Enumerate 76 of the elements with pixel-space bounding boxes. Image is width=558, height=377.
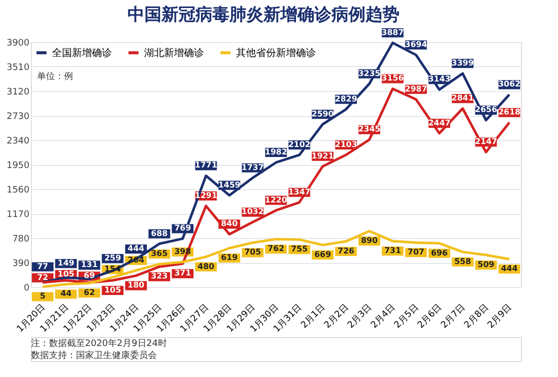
data-label: 3143 bbox=[428, 74, 450, 84]
data-label: 2103 bbox=[334, 140, 358, 149]
data-label: 3694 bbox=[404, 40, 428, 49]
data-label: 5 bbox=[40, 292, 46, 301]
data-label: 2987 bbox=[404, 84, 428, 94]
data-label: 2829 bbox=[334, 94, 358, 104]
y-tick-label: 2730 bbox=[6, 112, 30, 122]
chart-title: 中国新冠病毒肺炎新增确诊病例趋势 bbox=[128, 4, 400, 25]
data-label: 44 bbox=[60, 289, 72, 298]
data-label: 840 bbox=[220, 219, 238, 228]
data-label: 1220 bbox=[264, 195, 288, 204]
data-label: 762 bbox=[268, 244, 284, 254]
text: 注：数据截至2020年2月9日24时 bbox=[31, 338, 167, 349]
data-label: 444 bbox=[500, 264, 518, 274]
data-label: 105 bbox=[58, 270, 75, 279]
data-label: 688 bbox=[150, 228, 168, 238]
data-label: 890 bbox=[360, 236, 378, 246]
data-label: 180 bbox=[128, 280, 145, 290]
y-tick-label: 3900 bbox=[6, 38, 30, 48]
data-label: 72 bbox=[37, 272, 48, 282]
y-tick-label: 1560 bbox=[6, 186, 30, 196]
y-tick-label: 2340 bbox=[6, 136, 30, 146]
data-label: 2447 bbox=[428, 118, 450, 128]
data-label: 323 bbox=[150, 272, 168, 281]
data-label: 509 bbox=[478, 260, 495, 270]
data-label: 726 bbox=[338, 246, 355, 256]
y-tick-label: 390 bbox=[12, 259, 30, 269]
data-label: 105 bbox=[104, 285, 122, 294]
data-label: 3062 bbox=[498, 80, 520, 89]
data-label: 731 bbox=[384, 246, 402, 256]
data-label: 3235 bbox=[358, 68, 381, 78]
data-label: 1459 bbox=[218, 180, 241, 190]
data-label: 77 bbox=[37, 262, 48, 271]
y-tick-label: 0 bbox=[24, 284, 30, 294]
data-label: 3887 bbox=[382, 28, 404, 37]
data-label: 1982 bbox=[264, 147, 288, 156]
data-label: 1737 bbox=[242, 162, 264, 172]
data-label: 131 bbox=[80, 260, 98, 270]
data-label: 371 bbox=[174, 268, 192, 278]
y-tick-label: 780 bbox=[12, 234, 30, 244]
data-label: 696 bbox=[430, 248, 448, 258]
data-label: 1771 bbox=[194, 160, 218, 170]
legend-label: 其他省份新增确诊 bbox=[236, 46, 316, 59]
data-label: 1032 bbox=[242, 207, 264, 216]
text: 数据支持：国家卫生健康委员会 bbox=[31, 350, 157, 361]
data-label: 705 bbox=[244, 248, 262, 257]
data-label: 2102 bbox=[288, 140, 310, 149]
data-label: 2618 bbox=[498, 108, 521, 117]
data-label: 3156 bbox=[382, 74, 404, 83]
data-label: 2590 bbox=[312, 109, 334, 118]
data-label: 480 bbox=[198, 262, 215, 271]
data-label: 62 bbox=[84, 288, 95, 298]
data-label: 707 bbox=[408, 248, 424, 257]
y-tick-label: 3120 bbox=[6, 88, 30, 98]
data-label: 769 bbox=[174, 224, 192, 233]
data-label: 669 bbox=[314, 250, 332, 259]
data-label: 619 bbox=[220, 253, 238, 262]
data-label: 2656 bbox=[474, 105, 498, 114]
annotation: 单位：例 bbox=[37, 71, 73, 82]
legend-label: 湖北新增确诊 bbox=[144, 46, 204, 59]
y-tick-label: 3510 bbox=[6, 63, 30, 73]
y-tick-label: 1950 bbox=[6, 161, 30, 171]
data-label: 2841 bbox=[452, 94, 474, 103]
data-label: 365 bbox=[150, 249, 168, 258]
data-label: 3399 bbox=[452, 58, 474, 68]
data-label: 1921 bbox=[312, 151, 334, 160]
y-tick-label: 1170 bbox=[6, 210, 30, 220]
data-label: 2147 bbox=[474, 137, 498, 146]
data-label: 755 bbox=[290, 244, 308, 254]
data-label: 2345 bbox=[358, 124, 381, 134]
data-label: 259 bbox=[104, 254, 122, 263]
data-label: 444 bbox=[128, 244, 145, 254]
data-label: 149 bbox=[58, 258, 75, 268]
data-label: 558 bbox=[454, 256, 472, 266]
data-label: 1347 bbox=[288, 187, 310, 196]
legend-label: 全国新增确诊 bbox=[52, 46, 112, 59]
